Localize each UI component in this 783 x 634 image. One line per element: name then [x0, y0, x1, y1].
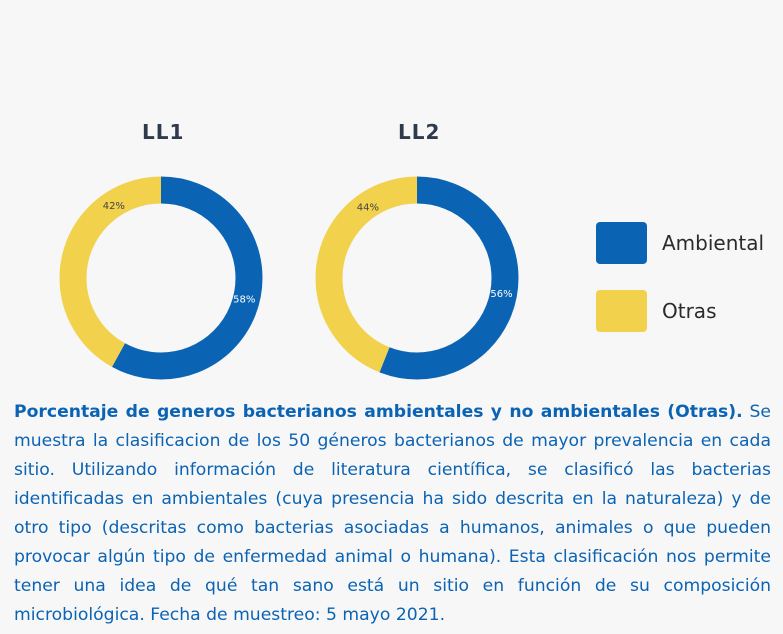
chart-title-ll2: LL2 [398, 120, 441, 144]
legend-item-otras: Otras [596, 290, 764, 332]
donut-slice-ll2-otras [315, 176, 519, 380]
caption-body: Se muestra la clasificacion de los 50 gé… [14, 402, 771, 625]
chart-area: LL1 LL2 58% 42% 56% 44% Ambiental Otras [59, 120, 764, 380]
chart-title-ll1: LL1 [142, 120, 185, 144]
data-label-ll2-ambiental: 56% [490, 289, 512, 300]
donut-slice-ll1-otras [59, 176, 263, 380]
legend-swatch-ambiental [596, 222, 647, 264]
legend-label-otras: Otras [662, 299, 717, 323]
legend-item-ambiental: Ambiental [596, 222, 764, 264]
legend-swatch-otras [596, 290, 647, 332]
data-label-ll2-otras: 44% [357, 202, 379, 213]
donut-chart-ll1: 58% 42% [59, 176, 263, 380]
figure-caption: Porcentaje de generos bacterianos ambien… [14, 398, 771, 630]
data-label-ll1-ambiental: 58% [233, 294, 255, 305]
data-label-ll1-otras: 42% [103, 201, 125, 212]
donut-chart-ll2: 56% 44% [315, 176, 519, 380]
caption-title: Porcentaje de generos bacterianos ambien… [14, 402, 743, 422]
legend: Ambiental Otras [596, 222, 764, 358]
legend-label-ambiental: Ambiental [662, 231, 765, 255]
